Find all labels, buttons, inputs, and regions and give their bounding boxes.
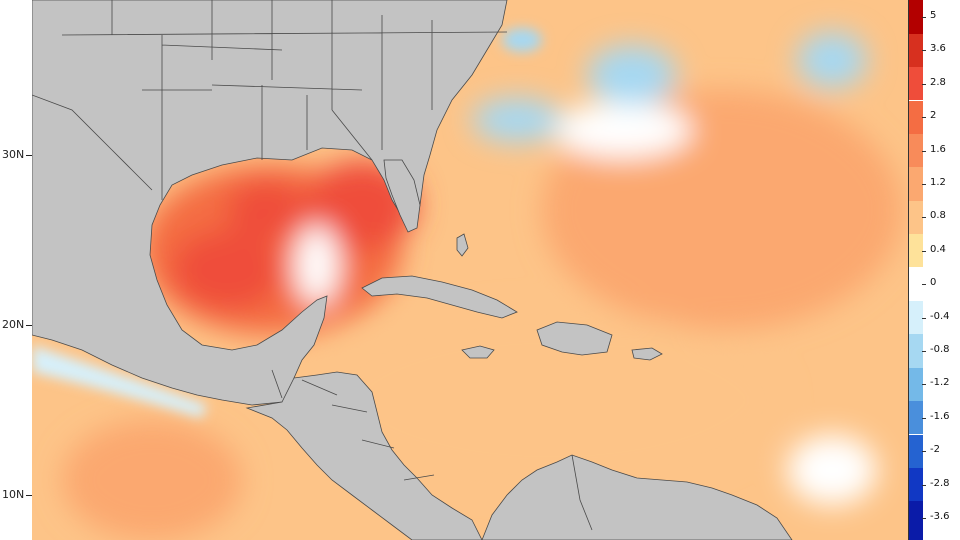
central-america-borders (271, 369, 593, 531)
pacific-offshore-warm (62, 420, 242, 540)
colorbar-label: 2 (930, 110, 937, 122)
colorbar-label: 0 (930, 277, 937, 289)
colorbar-tick (922, 484, 926, 486)
land-masses (32, 0, 793, 540)
south-america-land (481, 454, 793, 540)
colorbar-tick (922, 50, 926, 52)
colorbar-segment (909, 367, 923, 402)
latitude-label-10n: 10N (2, 488, 25, 501)
colorbar-segment (909, 334, 923, 368)
caribbean-patch (322, 310, 782, 490)
colorbar-label: -0.4 (930, 310, 950, 322)
colorbar-segment (909, 501, 923, 540)
latitude-label-30n: 30N (2, 148, 25, 161)
colorbar-tick (922, 150, 926, 152)
gulf-center-core (227, 180, 307, 240)
colorbar-tick (922, 351, 926, 352)
colorbar-segment (909, 234, 923, 268)
colorbar-segment (909, 67, 923, 101)
carolina-cold-patch (472, 98, 562, 142)
colorbar-segment (909, 467, 923, 502)
colorbar-tick (922, 284, 926, 286)
colorbar-segment (909, 200, 923, 235)
colorbar-label: -0.8 (930, 344, 950, 355)
lat-tick-10n (26, 495, 32, 496)
colorbar-segment (909, 434, 923, 468)
colorbar-segment (909, 100, 923, 134)
jamaica-island (461, 345, 495, 359)
western-gulf-core (172, 230, 282, 310)
colorbar-tick (922, 17, 926, 18)
florida-peninsula (383, 159, 421, 233)
gulf-stream-cold-core (502, 28, 542, 52)
sst-anomaly-map (32, 0, 908, 540)
political-borders (32, 0, 593, 531)
colorbar-segment (909, 133, 923, 168)
colorbar-segment (909, 33, 923, 68)
hispaniola-island (536, 321, 613, 356)
mexico-border (32, 94, 153, 191)
colorbar-tick (922, 518, 926, 519)
colorbar-label: 0.8 (930, 210, 946, 222)
north-america-land (32, 0, 508, 406)
atlantic-neutral-patch-2 (787, 435, 877, 505)
latitude-label-20n: 20N (2, 318, 25, 331)
colorbar-tick (922, 217, 926, 219)
colorbar-tick (922, 451, 926, 453)
atlantic-neutral-patch-1 (552, 102, 692, 158)
colorbar-label: 1.2 (930, 177, 946, 188)
colorbar-tick (922, 250, 926, 252)
colorbar-tick (922, 417, 926, 419)
anomaly-colorbar (908, 0, 923, 540)
colorbar-tick (922, 83, 926, 85)
northeast-cold-patch (797, 32, 867, 88)
colorbar-segment (909, 401, 923, 435)
colorbar-label: 5 (930, 10, 937, 21)
colorbar-label: 3.6 (930, 43, 946, 55)
pacific-coastal-cold-strip (32, 345, 207, 418)
bahamas-island (456, 233, 469, 257)
colorbar-tick (922, 317, 926, 319)
colorbar-label: 2.8 (930, 76, 946, 88)
colorbar-label: -3.6 (930, 511, 950, 522)
colorbar-tick (922, 117, 926, 119)
colorbar-label: 0.4 (930, 243, 946, 255)
colorbar-label: -1.6 (930, 410, 950, 422)
lat-tick-20n (26, 325, 32, 326)
colorbar-label: -2 (930, 444, 940, 456)
colorbar-label: -2.8 (930, 477, 950, 489)
cuba-island (361, 275, 518, 319)
colorbar-segment (909, 300, 923, 335)
central-america-land (245, 371, 483, 540)
us-state-borders (61, 0, 508, 200)
colorbar-label: 1.6 (930, 143, 946, 155)
colorbar-tick (922, 384, 926, 386)
mid-atlantic-cold-patch (587, 45, 677, 105)
lat-tick-30n (26, 155, 32, 156)
yucatan-neutral-patch (295, 225, 339, 305)
colorbar-label: -1.2 (930, 377, 950, 389)
colorbar-tick (922, 184, 926, 185)
anomaly-field (32, 0, 908, 540)
colorbar-segment (909, 167, 923, 201)
puerto-rico-island (631, 347, 663, 361)
colorbar-segment (909, 0, 923, 34)
colorbar-segment (909, 267, 923, 301)
